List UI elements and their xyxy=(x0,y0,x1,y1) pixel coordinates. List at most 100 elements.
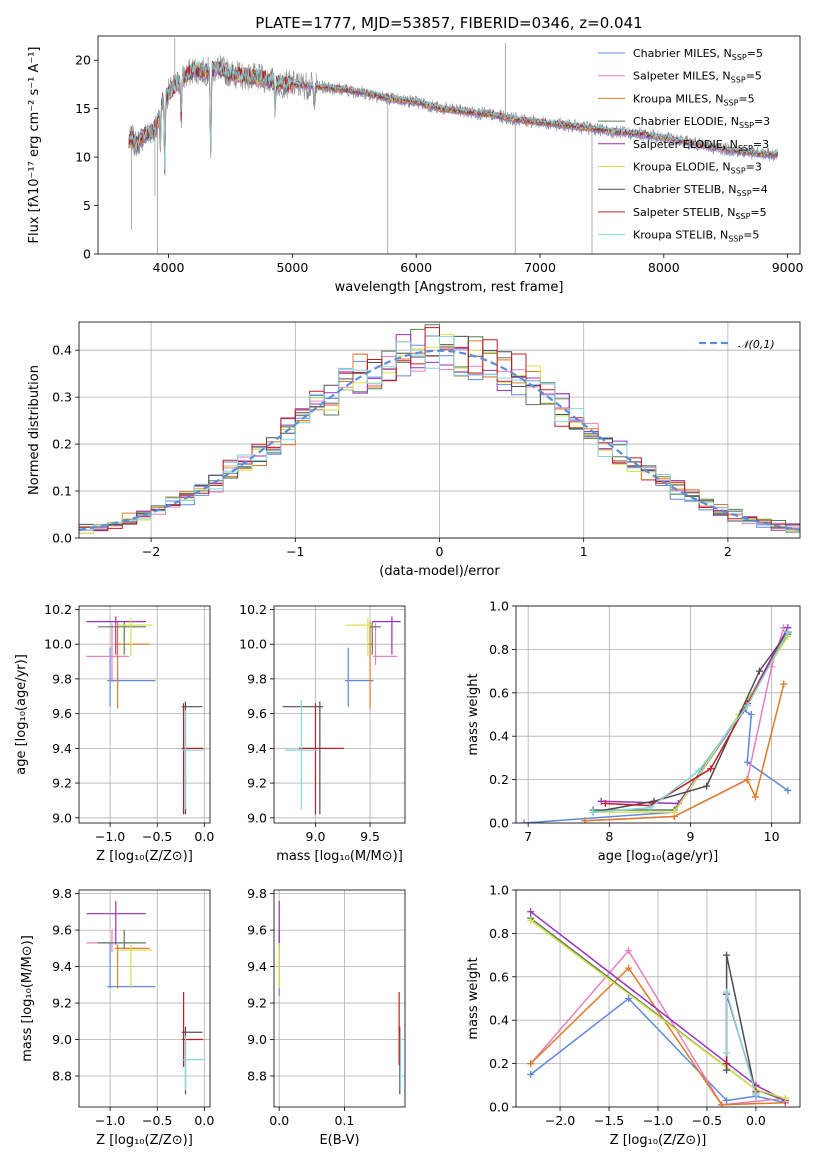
x-tick-label: −1 xyxy=(286,544,304,559)
normal-distribution-curve xyxy=(79,349,800,531)
y-tick-label: 15 xyxy=(75,101,91,116)
plot-area xyxy=(278,900,402,1095)
chart-title: PLATE=1777, MJD=53857, FIBERID=0346, z=0… xyxy=(255,14,642,32)
axes-frame xyxy=(515,605,801,824)
weight-marker-kroupa-miles xyxy=(780,680,788,688)
y-tick-label: 9.2 xyxy=(52,776,72,791)
y-tick-label: 9.0 xyxy=(247,1032,267,1047)
weight-marker-chabrier-miles xyxy=(527,1070,535,1078)
legend-subscript: SSP xyxy=(728,235,743,244)
legend-entry-kroupa-elodie: Kroupa ELODIE, NSSP=3 xyxy=(633,161,762,176)
y-tick-label: 0.8 xyxy=(489,926,509,941)
x-tick-label: 4000 xyxy=(153,260,185,275)
y-tick-label: 9.2 xyxy=(247,776,267,791)
y-axis-label: age [log₁₀(age/yr)] xyxy=(14,654,29,775)
legend-text: Kroupa MILES, N xyxy=(633,92,723,105)
x-tick-label: 6000 xyxy=(400,260,432,275)
weight-marker-kroupa-stelib xyxy=(695,767,703,775)
y-tick-label: 9.8 xyxy=(52,671,72,686)
x-tick-label: 0 xyxy=(436,544,444,559)
weight-marker-kroupa-elodie xyxy=(670,808,678,816)
legend-count: =3 xyxy=(746,161,762,174)
legend-count: =3 xyxy=(753,138,769,151)
spectrum-panel: 4000 5000 6000 7000 8000 9000 0 5 10 15 20 waveleng… xyxy=(27,14,804,295)
mass-weight-vs-metallicity-panel: −2.0 −1.5 −1.0 −0.5 0.0 0.0 0.2 0.4 0.6 0.8 1.0 Z [… xyxy=(466,883,801,1148)
x-tick-label: −2 xyxy=(142,544,160,559)
y-tick-label: 9.4 xyxy=(247,741,267,756)
legend-entry-salpeter-elodie: Salpeter ELODIE, NSSP=3 xyxy=(633,138,769,153)
x-tick-label: 8000 xyxy=(648,260,680,275)
axes-frame xyxy=(78,889,211,1108)
y-axis-label: mass [log₁₀(M/M⊙)] xyxy=(20,935,35,1062)
histogram-kroupa-stelib xyxy=(79,336,800,533)
x-tick-label: 5000 xyxy=(276,260,308,275)
y-tick-label: 9.6 xyxy=(52,706,72,721)
legend-subscript: SSP xyxy=(723,98,738,107)
weight-marker-chabrier-miles xyxy=(784,786,792,794)
weight-marker-salpeter-stelib xyxy=(707,765,715,773)
weight-marker-salpeter-elodie xyxy=(527,908,535,916)
x-tick-label: 0.0 xyxy=(269,1113,289,1128)
legend-count: =5 xyxy=(750,206,766,219)
legend-subscript: SSP xyxy=(735,212,750,221)
x-tick-label: 0.0 xyxy=(746,1113,766,1128)
axes-frame xyxy=(97,35,801,255)
legend-count: =5 xyxy=(743,229,759,242)
legend-subscript: SSP xyxy=(731,76,746,85)
axes-frame xyxy=(78,321,801,539)
plot-area xyxy=(282,616,401,815)
weight-marker-chabrier-stelib xyxy=(703,782,711,790)
x-tick-label: 0.0 xyxy=(194,1113,214,1128)
legend-subscript: SSP xyxy=(731,167,746,176)
axes-frame xyxy=(273,605,406,824)
legend-subscript: SSP xyxy=(738,144,753,153)
plot-area xyxy=(79,324,800,534)
mass-weight-vs-age-panel: 7 8 9 10 0.0 0.2 0.4 0.6 0.8 1.0 age [log₁₀(age/yr… xyxy=(466,599,801,864)
y-tick-label: 20 xyxy=(75,53,91,68)
legend-subscript: SSP xyxy=(737,189,752,198)
y-tick-label: 9.0 xyxy=(247,810,267,825)
y-tick-label: 5 xyxy=(83,198,91,213)
legend-entry-kroupa-stelib: Kroupa STELIB, NSSP=5 xyxy=(633,229,759,244)
weight-line-chabrier-miles xyxy=(524,709,789,823)
legend-entry-salpeter-miles: Salpeter MILES, NSSP=5 xyxy=(633,70,762,85)
legend-count: =5 xyxy=(747,47,763,60)
weight-marker-kroupa-elodie xyxy=(527,916,535,924)
y-tick-label: 0.2 xyxy=(489,772,509,787)
y-tick-label: 1.0 xyxy=(489,599,509,614)
x-tick-label: −0.5 xyxy=(692,1113,722,1128)
y-tick-label: 0.8 xyxy=(489,642,509,657)
x-tick-label: 7000 xyxy=(524,260,556,275)
plot-area xyxy=(128,37,779,254)
legend-entry-normal: 𝒩(0,1) xyxy=(738,338,775,351)
plot-area xyxy=(86,616,204,815)
y-tick-label: 10.2 xyxy=(239,602,267,617)
y-tick-label: 10.0 xyxy=(44,637,72,652)
x-tick-label: −1.0 xyxy=(643,1113,673,1128)
weight-marker-kroupa-stelib xyxy=(752,1090,760,1098)
weight-marker-kroupa-stelib xyxy=(784,628,792,636)
y-tick-label: 9.6 xyxy=(247,923,267,938)
y-tick-label: 0.2 xyxy=(489,1056,509,1071)
legend-count: =4 xyxy=(752,183,768,196)
y-tick-label: 9.2 xyxy=(52,996,72,1011)
x-axis-label: Z [log₁₀(Z/Z⊙)] xyxy=(610,1133,707,1148)
y-tick-label: 8.8 xyxy=(247,1069,267,1084)
weight-marker-kroupa-miles xyxy=(751,793,759,801)
weight-marker-chabrier-miles xyxy=(723,1096,731,1104)
weight-marker-chabrier-miles xyxy=(520,819,528,823)
y-tick-label: 0.4 xyxy=(489,1013,509,1028)
y-tick-label: 0.0 xyxy=(489,1100,509,1115)
x-axis-label: E(B-V) xyxy=(319,1133,359,1148)
y-tick-label: 0 xyxy=(83,247,91,262)
weight-marker-chabrier-stelib xyxy=(723,1066,731,1074)
x-axis-label: (data-model)/error xyxy=(379,564,500,579)
x-tick-label: −1.5 xyxy=(594,1113,624,1128)
x-tick-label: 10 xyxy=(764,829,780,844)
y-tick-label: 0.3 xyxy=(52,390,72,405)
y-tick-label: 10 xyxy=(75,150,91,165)
y-tick-label: 8.8 xyxy=(52,1069,72,1084)
residual-histogram-panel: −2 −1 0 1 2 0.0 0.1 0.2 0.3 0.4 (data-model)/error… xyxy=(27,321,801,579)
weight-marker-kroupa-stelib xyxy=(743,702,751,710)
